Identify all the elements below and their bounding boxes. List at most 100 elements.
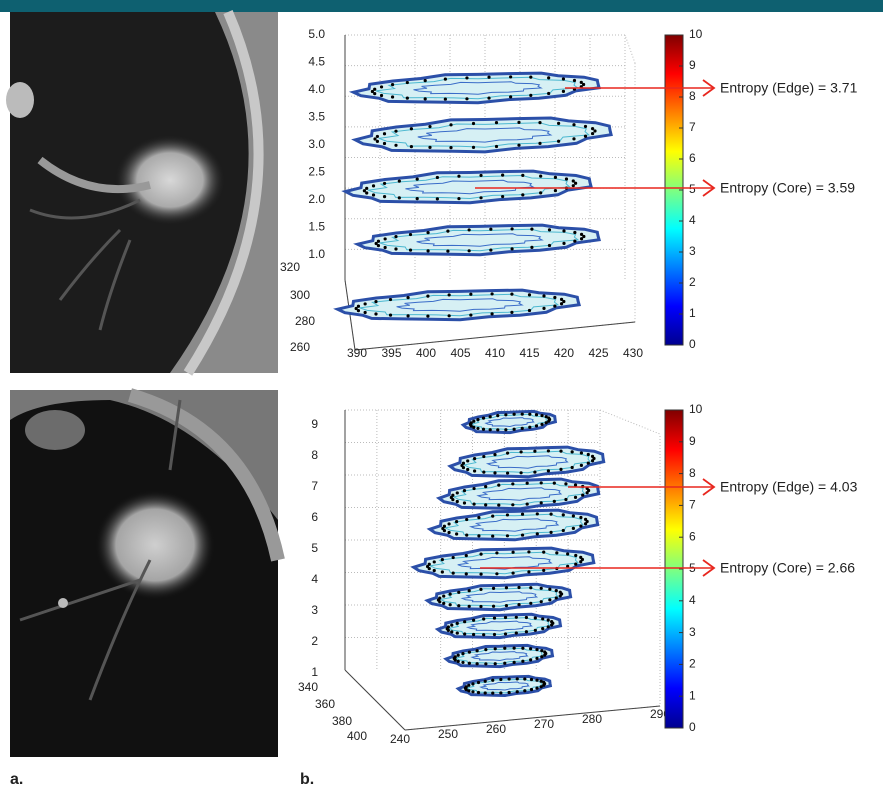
x-tick-label: 240 xyxy=(390,732,410,746)
edge-point xyxy=(548,588,551,591)
contour-slice xyxy=(458,676,550,695)
edge-point xyxy=(449,146,452,149)
edge-point xyxy=(479,196,482,199)
edge-point xyxy=(525,616,528,619)
edge-point xyxy=(571,450,574,453)
edge-point xyxy=(547,416,550,419)
colorbar-tick-label: 7 xyxy=(689,498,696,512)
edge-point xyxy=(465,76,468,79)
edge-point xyxy=(574,182,577,185)
edge-point xyxy=(517,603,520,606)
edge-point xyxy=(364,302,367,305)
contour-slice xyxy=(438,614,561,637)
edge-point xyxy=(562,513,565,516)
edge-point xyxy=(559,591,562,594)
edge-point xyxy=(468,662,471,665)
edge-point xyxy=(462,462,465,465)
edge-point xyxy=(566,552,569,555)
edge-point xyxy=(530,246,533,249)
edge-point xyxy=(472,420,475,423)
edge-point xyxy=(580,81,583,84)
edge-point xyxy=(559,450,562,453)
edge-point xyxy=(562,90,565,93)
edge-point xyxy=(591,459,594,462)
edge-point xyxy=(517,586,520,589)
edge-point xyxy=(468,650,471,653)
edge-point xyxy=(457,197,460,200)
edge-point xyxy=(436,176,439,179)
y-tick-label: 320 xyxy=(280,260,300,274)
edge-point xyxy=(529,602,532,605)
edge-point xyxy=(487,76,490,79)
edge-point xyxy=(476,649,479,652)
edge-point xyxy=(473,469,476,472)
edge-point xyxy=(572,184,575,187)
edge-point xyxy=(572,527,575,530)
edge-point xyxy=(538,142,541,145)
edge-point xyxy=(491,679,494,682)
edge-point xyxy=(493,453,496,456)
edge-point xyxy=(494,662,497,665)
edge-point xyxy=(477,681,480,684)
edge-point xyxy=(389,298,392,301)
edge-point xyxy=(533,470,536,473)
edge-point xyxy=(503,647,506,650)
edge-point xyxy=(406,81,409,84)
edge-point xyxy=(540,414,543,417)
edge-point xyxy=(529,658,532,661)
edge-point xyxy=(496,428,499,431)
edge-point xyxy=(513,646,516,649)
edge-point xyxy=(574,554,577,557)
colorbar-tick-label: 2 xyxy=(689,275,696,289)
edge-point xyxy=(450,630,453,633)
edge-point xyxy=(550,620,553,623)
edge-point xyxy=(489,415,492,418)
edge-point xyxy=(495,145,498,148)
edge-point xyxy=(406,296,409,299)
edge-point xyxy=(491,692,494,695)
edge-point xyxy=(492,587,495,590)
edge-point xyxy=(499,691,502,694)
edge-point xyxy=(482,428,485,431)
edge-point xyxy=(579,524,582,527)
edge-point xyxy=(535,648,538,651)
edge-point xyxy=(468,589,471,592)
edge-point xyxy=(365,191,368,194)
colorbar-tick-label: 2 xyxy=(689,657,696,671)
edge-point xyxy=(461,661,464,664)
edge-point xyxy=(523,677,526,680)
edge-point xyxy=(357,305,360,308)
edge-point xyxy=(553,296,556,299)
edge-point xyxy=(547,92,550,95)
edge-point xyxy=(454,655,457,658)
annotation: Entropy (Core) = 2.66 xyxy=(720,560,855,576)
edge-point xyxy=(484,648,487,651)
z-tick-label: 1.5 xyxy=(308,220,325,234)
contour-slice xyxy=(439,479,599,509)
edge-point xyxy=(554,189,557,192)
edge-point xyxy=(547,76,550,79)
edge-point xyxy=(540,501,543,504)
edge-point xyxy=(495,551,498,554)
edge-point xyxy=(559,594,562,597)
edge-point xyxy=(449,603,452,606)
edge-point xyxy=(471,682,474,685)
edge-point xyxy=(364,311,367,314)
edge-point xyxy=(479,174,482,177)
edge-point xyxy=(536,512,539,515)
edge-point xyxy=(384,237,387,240)
edge-point xyxy=(482,633,485,636)
edge-point xyxy=(375,242,378,245)
edge-point xyxy=(525,630,528,633)
edge-point xyxy=(371,90,374,93)
contour-slice xyxy=(430,510,598,540)
edge-point xyxy=(449,593,452,596)
edge-point xyxy=(451,494,454,497)
edge-point xyxy=(398,196,401,199)
edge-point xyxy=(540,423,543,426)
edge-point xyxy=(562,529,565,532)
edge-point xyxy=(438,596,441,599)
edge-point xyxy=(517,121,520,124)
edge-point xyxy=(591,132,594,135)
edge-point xyxy=(394,235,397,238)
